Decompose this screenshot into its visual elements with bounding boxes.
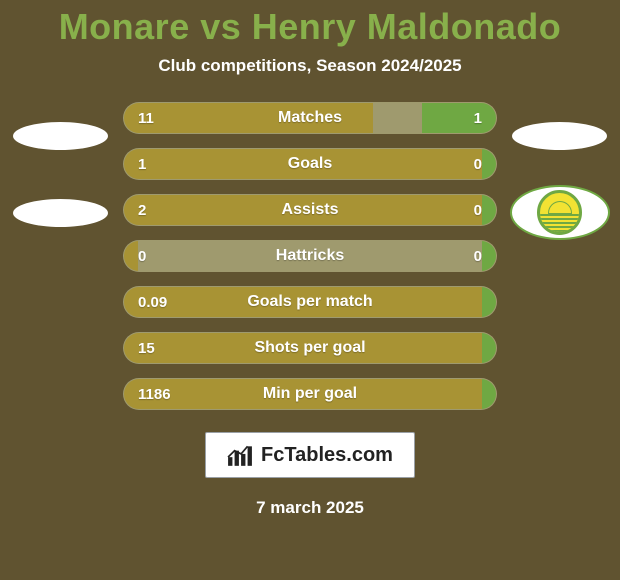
right-badge-2 (510, 185, 610, 240)
stat-bars: 111Matches01Goals02Assists00Hattricks0.0… (113, 102, 507, 410)
stat-left-value: 2 (138, 202, 146, 219)
stat-right-value: 1 (474, 110, 482, 127)
footer-date: 7 march 2025 (256, 498, 364, 518)
stat-left-value: 0 (138, 248, 146, 265)
ellipse-icon (512, 122, 607, 150)
stat-right-value: 0 (474, 248, 482, 265)
stat-label: Goals per match (247, 293, 372, 311)
stat-left-value: 15 (138, 340, 155, 357)
content-row: 111Matches01Goals02Assists00Hattricks0.0… (0, 102, 620, 410)
stat-bar: 1186 Min per goal (123, 378, 497, 410)
stat-bar: 111Matches (123, 102, 497, 134)
comparison-infographic: Monare vs Henry Maldonado Club competiti… (0, 0, 620, 580)
ellipse-icon (13, 122, 108, 150)
stat-bar: 15 Shots per goal (123, 332, 497, 364)
right-badge-1 (510, 108, 610, 163)
stat-bar: 0 0 Hattricks (123, 240, 497, 272)
stat-right-segment (482, 379, 496, 409)
stat-left-value: 11 (138, 110, 154, 127)
stat-mid-segment (373, 103, 421, 133)
stat-label: Goals (288, 155, 332, 173)
stat-label: Assists (282, 201, 339, 219)
stat-right-value: 0 (474, 156, 482, 173)
stat-left-value: 0.09 (138, 294, 167, 311)
stat-bar: 0 2 Assists (123, 194, 497, 226)
stat-left-segment (124, 241, 138, 271)
subtitle: Club competitions, Season 2024/2025 (158, 56, 461, 76)
stat-right-segment (482, 241, 496, 271)
left-badge-1 (11, 108, 111, 163)
brand-logo: FcTables.com (205, 432, 415, 478)
stat-left-value: 1186 (138, 386, 171, 403)
stat-right-segment (482, 149, 496, 179)
stat-label: Min per goal (263, 385, 357, 403)
stat-bar: 0.09 Goals per match (123, 286, 497, 318)
stat-right-value: 0 (474, 202, 482, 219)
stat-right-segment (482, 287, 496, 317)
stat-label: Hattricks (276, 247, 344, 265)
bars-icon (227, 444, 253, 466)
stat-label: Matches (278, 109, 342, 127)
brand-text: FcTables.com (261, 444, 393, 467)
sundowns-badge-icon (510, 185, 610, 240)
ellipse-icon (13, 199, 108, 227)
stat-left-value: 1 (138, 156, 146, 173)
page-title: Monare vs Henry Maldonado (59, 6, 562, 48)
stat-right-segment: 1 (422, 103, 496, 133)
stat-bar: 0 1 Goals (123, 148, 497, 180)
stat-right-segment (482, 333, 496, 363)
stat-label: Shots per goal (254, 339, 365, 357)
stat-right-segment (482, 195, 496, 225)
right-badges (507, 102, 612, 240)
left-badges (8, 102, 113, 240)
left-badge-2 (11, 185, 111, 240)
